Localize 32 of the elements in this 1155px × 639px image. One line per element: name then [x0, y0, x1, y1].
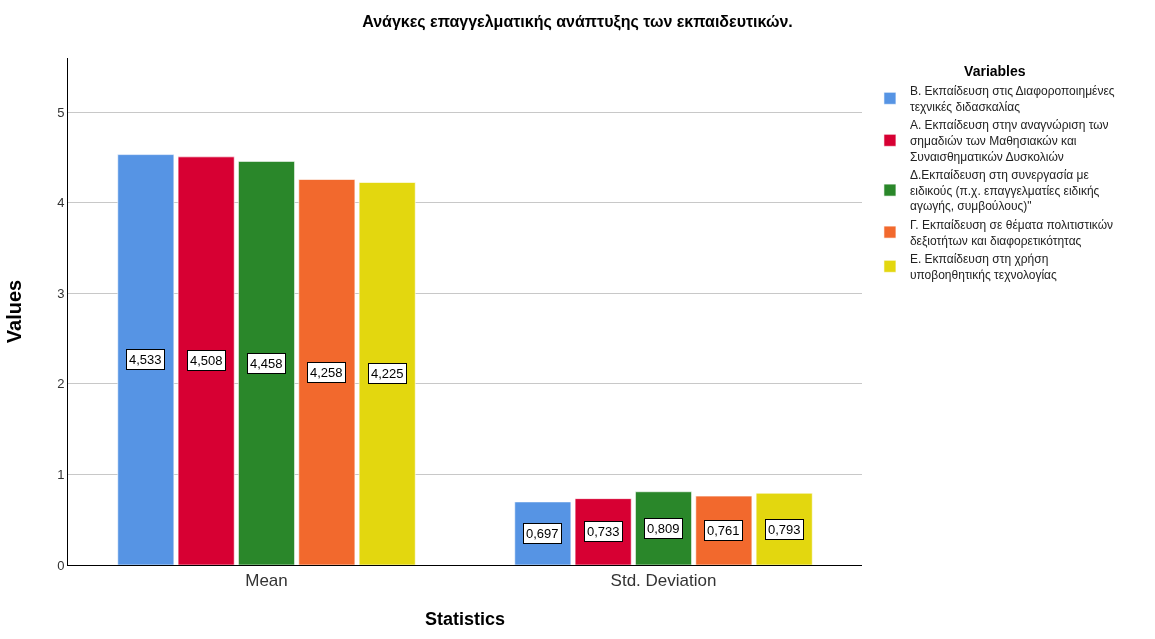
- legend-label: Α. Εκπαίδευση στην αναγνώριση των σημαδιών των Μαθησιακών και Συναισθηματικών Δυσκολιών: [909, 118, 1109, 164]
- data-label: 0,697: [526, 526, 559, 541]
- legend-label: Β. Εκπαίδευση στις Διαφοροποιημένες τεχνικές διδασκαλίας: [909, 84, 1115, 114]
- y-axis-title: Values: [2, 279, 25, 344]
- data-label: 0,809: [647, 521, 680, 536]
- data-label: 0,761: [707, 523, 740, 538]
- bar: [298, 179, 356, 565]
- y-tick-label: 1: [57, 467, 65, 483]
- data-label: 4,508: [190, 353, 223, 368]
- x-tick-label: Std. Deviation: [610, 571, 717, 591]
- data-label: 4,258: [310, 365, 343, 380]
- x-axis-title: Statistics: [424, 608, 506, 629]
- legend-label: Γ. Εκπαίδευση σε θέματα πολιτιστικών δεξιοτήτων και διαφορετικότητας: [909, 217, 1114, 248]
- y-tick-label: 0: [57, 557, 65, 573]
- bar: [117, 154, 175, 565]
- y-tick-label: 2: [57, 376, 65, 392]
- data-label: 4,458: [250, 356, 283, 371]
- chart-title: Ανάγκες επαγγελματικής ανάπτυξης των εκπαιδευτικών.: [362, 13, 793, 32]
- bar: [177, 156, 235, 565]
- data-label: 4,225: [371, 366, 404, 381]
- legend-title: Variables: [964, 63, 1026, 80]
- y-tick-label: 4: [57, 195, 65, 211]
- y-tick-label: 5: [57, 104, 65, 120]
- bar: [237, 160, 296, 565]
- data-label: 0,733: [587, 524, 620, 539]
- x-tick-label: Mean: [245, 571, 288, 591]
- legend-label: Ε. Εκπαίδευση στη χρήση υποβοηθητικής τεχνολογίας: [909, 252, 1058, 282]
- y-tick-label: 3: [57, 285, 65, 301]
- data-label: 0,793: [768, 522, 801, 537]
- data-label: 4,533: [129, 352, 162, 367]
- bar: [358, 181, 416, 565]
- legend-label: Δ.Εκπαίδευση στη συνεργασία με ειδικούς (π.χ. επαγγελματίες ειδικής αγωγής, συμβούλους)": [909, 168, 1100, 214]
